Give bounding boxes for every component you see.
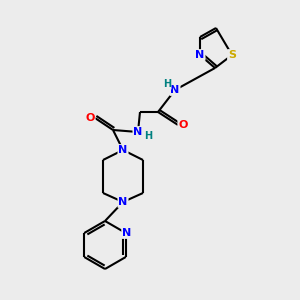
Text: N: N <box>118 145 127 155</box>
Text: N: N <box>118 197 127 207</box>
Text: H: H <box>163 79 171 89</box>
Text: O: O <box>85 113 95 123</box>
Text: H: H <box>144 131 152 141</box>
Text: S: S <box>228 50 236 60</box>
Text: N: N <box>170 85 180 95</box>
Text: N: N <box>134 127 142 137</box>
Text: N: N <box>122 228 131 238</box>
Text: N: N <box>195 50 205 60</box>
Text: O: O <box>178 120 188 130</box>
